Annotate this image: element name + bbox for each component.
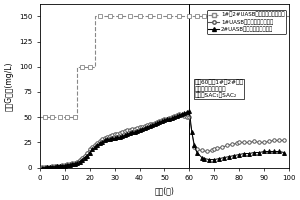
Legend: 1#和2#UASB反应器进水染料浓度, 1#UASB反应器出水染料浓度, 2#UASB反应器出水染料浓度: 1#和2#UASB反应器进水染料浓度, 1#UASB反应器出水染料浓度, 2#U… bbox=[207, 10, 286, 34]
Text: 时间60天后1#与2#分别
投加不同类型的稻草
活性炭SAC₁和SAC₂: 时间60天后1#与2#分别 投加不同类型的稻草 活性炭SAC₁和SAC₂ bbox=[194, 80, 243, 98]
X-axis label: 时间(天): 时间(天) bbox=[154, 187, 174, 196]
Y-axis label: 橙黄G浓度(mg/L): 橙黄G浓度(mg/L) bbox=[4, 61, 13, 111]
